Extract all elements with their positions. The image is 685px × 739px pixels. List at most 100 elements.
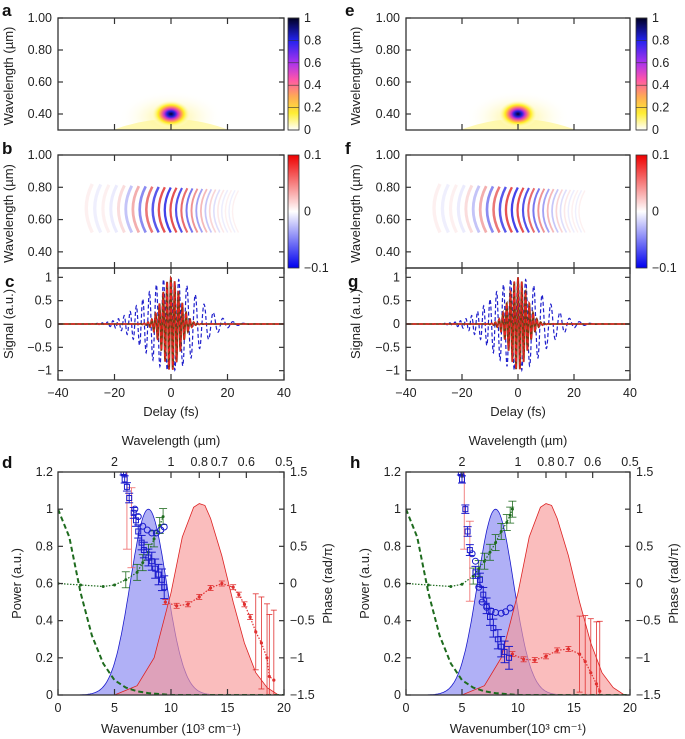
colorbar-tick-label: −0.1: [304, 261, 329, 275]
heatmap-area: [113, 91, 229, 130]
fringe-arc: [213, 189, 221, 233]
x-tick-label: 0: [403, 701, 410, 715]
y2-tick-label: −1.5: [290, 688, 315, 702]
panel-h: 0 5 10 15 202 1 0.8 0.7 0.6 0.500.20.40.60.811.2−…: [350, 433, 681, 736]
y-tick-label: −1: [38, 364, 52, 378]
y-tick-label: 1: [393, 270, 400, 284]
red-phase-point: [248, 615, 252, 619]
fringe-arc: [537, 188, 546, 233]
green-phase-point: [494, 541, 498, 545]
y2-tick-label: −0.5: [290, 614, 315, 628]
x-tick-label: −20: [451, 386, 472, 400]
x-axis-label: Wavenumber (10³ cm⁻¹): [101, 721, 241, 736]
blue-circle-point: [139, 522, 147, 530]
y-tick-label: 0.60: [376, 213, 400, 227]
y-axis-label: Signal (a.u.): [348, 289, 363, 359]
top-x-tick-label: 0.5: [275, 455, 292, 469]
blue-square-point: [457, 472, 464, 475]
panel-c: −40 −20 0 20 40 −1 −0.5 0 0.5 1 Delay (fs) Signal (…: [1, 267, 291, 419]
y-tick-label: 0.80: [28, 180, 52, 194]
top-x-tick-label: 0.7: [557, 455, 574, 469]
y-tick-label: 0.40: [28, 245, 52, 259]
red-phase-point: [594, 682, 599, 686]
top-x-tick-label: 0.5: [621, 455, 638, 469]
top-x-tick-label: 1: [515, 455, 522, 469]
colorbar-tick-label: 1: [652, 11, 659, 25]
blue-circle-point: [483, 603, 491, 611]
panel-letter-g: g: [348, 272, 358, 291]
blue-square-point: [472, 569, 479, 576]
y-axis-label: Wavelength (µm): [348, 164, 363, 263]
green-phase-point: [161, 515, 165, 519]
y2-tick-label: −0.5: [636, 614, 661, 628]
blue-square-point: [130, 509, 137, 516]
plot-area: [58, 472, 284, 695]
fringe-arc: [101, 184, 111, 234]
y-tick-label: 1.00: [28, 11, 52, 25]
y2-tick-label: 1: [290, 502, 297, 516]
blue-square-point: [140, 547, 147, 554]
red-phase-point: [259, 641, 263, 645]
fringe-arc: [504, 186, 513, 234]
red-phase-point: [163, 600, 167, 604]
fringe-arc: [185, 187, 194, 233]
x-tick-label: 40: [623, 386, 637, 400]
fringe-arc: [163, 186, 172, 234]
x-tick-label: 20: [277, 701, 291, 715]
colorbar-tick-label: 0.1: [304, 148, 321, 162]
blue-circle-point: [134, 513, 142, 521]
colorbar-tick-label: 0.2: [304, 101, 321, 115]
y2-axis-label: Phase (rad/π): [320, 543, 335, 624]
fringe-arc: [195, 188, 204, 233]
y2-tick-label: 1.5: [636, 465, 653, 479]
y-tick-label: 0.60: [28, 213, 52, 227]
x-tick-label: 0: [55, 701, 62, 715]
top-x-tick-label: 0.8: [191, 455, 208, 469]
colorbar: [287, 154, 300, 269]
fringe-arc: [93, 183, 103, 234]
blue-square-point: [490, 625, 497, 632]
colorbar-tick-label: 0.1: [652, 148, 669, 162]
blue-square-point: [121, 476, 128, 483]
blue-circle-point: [148, 529, 156, 537]
top-x-tick-label: 0.6: [238, 455, 255, 469]
colorbar: [635, 154, 648, 269]
x-tick-label: 0: [168, 386, 175, 400]
fringe-arc: [224, 189, 233, 233]
red-phase-point: [197, 595, 201, 599]
x-tick-label: 20: [623, 701, 637, 715]
green-phase-point: [460, 582, 464, 586]
y2-tick-label: 0.5: [290, 539, 307, 553]
y-tick-label: 0: [45, 317, 52, 331]
y-tick-label: 0: [393, 317, 400, 331]
y-tick-label: −0.5: [27, 340, 52, 354]
blue-circle-point: [497, 609, 505, 617]
x-axis-label: Delay (fs): [490, 404, 546, 419]
x-tick-label: −40: [395, 386, 416, 400]
panel-letter-e: e: [345, 1, 354, 20]
panel-letter-b: b: [2, 139, 12, 158]
y-tick-label: 0.5: [35, 294, 52, 308]
fringe-arc: [231, 190, 240, 233]
x-tick-label: 10: [511, 701, 525, 715]
panel-letter-f: f: [345, 139, 351, 158]
y-tick-label: 0.80: [376, 43, 400, 57]
fringe-arc: [174, 187, 183, 233]
blue-circle-point: [160, 523, 168, 531]
fringe-arc: [180, 187, 189, 233]
fringe-arc: [516, 187, 525, 234]
panel-letter-h: h: [350, 453, 360, 472]
y-tick-label: 0.40: [376, 245, 400, 259]
y-axis-label: Signal (a.u.): [1, 289, 16, 359]
x-tick-label: −40: [47, 386, 68, 400]
top-x-tick-label: 0.8: [537, 455, 554, 469]
blue-square-point: [462, 506, 469, 513]
blue-square-point: [498, 643, 505, 650]
red-phase-point: [231, 585, 235, 589]
blue-circle-point: [478, 598, 486, 606]
y-tick-label: 1: [45, 270, 52, 284]
colorbar-tick-label: 0.6: [652, 56, 669, 70]
top-x-axis-label: Wavelength (µm): [122, 433, 221, 448]
green-phase-point: [152, 537, 156, 541]
y-tick-label: 1: [394, 502, 401, 516]
